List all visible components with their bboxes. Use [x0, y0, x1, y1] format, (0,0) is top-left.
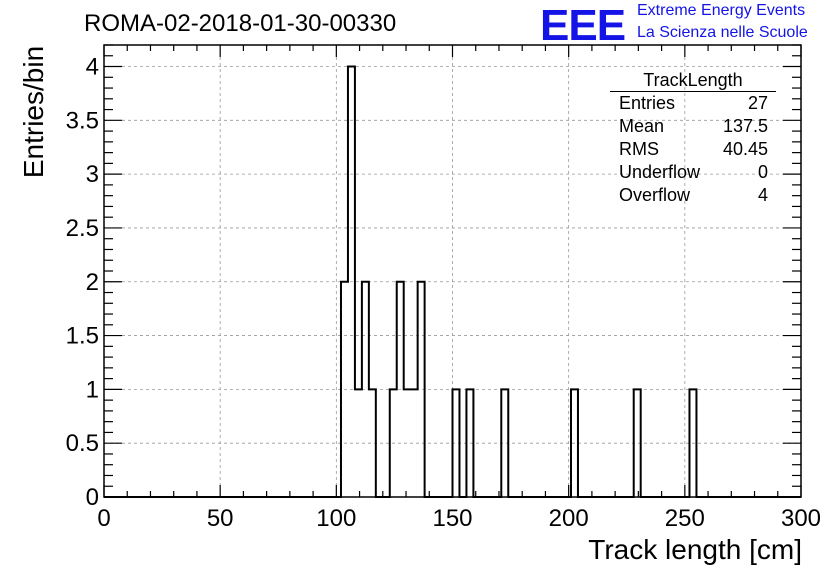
- stats-label: RMS: [619, 139, 659, 159]
- stats-value: 0: [757, 162, 768, 182]
- y-tick-label: 2: [86, 269, 99, 296]
- y-tick-label: 0: [86, 484, 99, 511]
- y-axis-label: Entries/bin: [18, 45, 49, 179]
- stats-row-underflow: Underflow 0: [610, 161, 776, 184]
- stats-label: Mean: [619, 116, 665, 136]
- eee-logo: EEE: [540, 1, 626, 50]
- stats-row-rms: RMS 40.45: [610, 138, 776, 161]
- stats-row-mean: Mean 137.5: [610, 115, 776, 138]
- y-tick-label: 3.5: [66, 107, 99, 134]
- stats-title: TrackLength: [610, 70, 776, 92]
- stats-value: 40.45: [722, 139, 768, 159]
- y-tick-label: 4: [86, 54, 99, 81]
- logo-text-line1: Extreme Energy Events: [637, 2, 806, 19]
- x-tick-label: 100: [316, 505, 356, 532]
- stats-label: Entries: [619, 93, 676, 113]
- y-tick-label: 2.5: [66, 215, 99, 242]
- x-tick-label: 50: [207, 505, 234, 532]
- x-axis-label: Track length [cm]: [588, 534, 802, 565]
- stats-label: Underflow: [619, 162, 701, 182]
- stats-value: 27: [747, 93, 768, 113]
- y-tick-label: 0.5: [66, 430, 99, 457]
- chart-title: ROMA-02-2018-01-30-00330: [84, 10, 397, 37]
- stats-label: Overflow: [619, 185, 691, 205]
- x-tick-label: 0: [97, 505, 110, 532]
- stats-box: TrackLength Entries 27 Mean 137.5 RMS 40…: [610, 70, 776, 207]
- x-tick-label: 300: [781, 505, 821, 532]
- stats-value: 4: [757, 185, 768, 205]
- logo-text-line2: La Scienza nelle Scuole: [637, 24, 808, 41]
- x-tick-label: 250: [665, 505, 705, 532]
- x-tick-label: 200: [549, 505, 589, 532]
- x-tick-label: 150: [432, 505, 472, 532]
- y-tick-label: 1.5: [66, 323, 99, 350]
- y-tick-label: 1: [86, 376, 99, 403]
- y-tick-label: 3: [86, 161, 99, 188]
- stats-row-overflow: Overflow 4: [610, 184, 776, 207]
- stats-row-entries: Entries 27: [610, 92, 776, 115]
- stats-value: 137.5: [722, 116, 768, 136]
